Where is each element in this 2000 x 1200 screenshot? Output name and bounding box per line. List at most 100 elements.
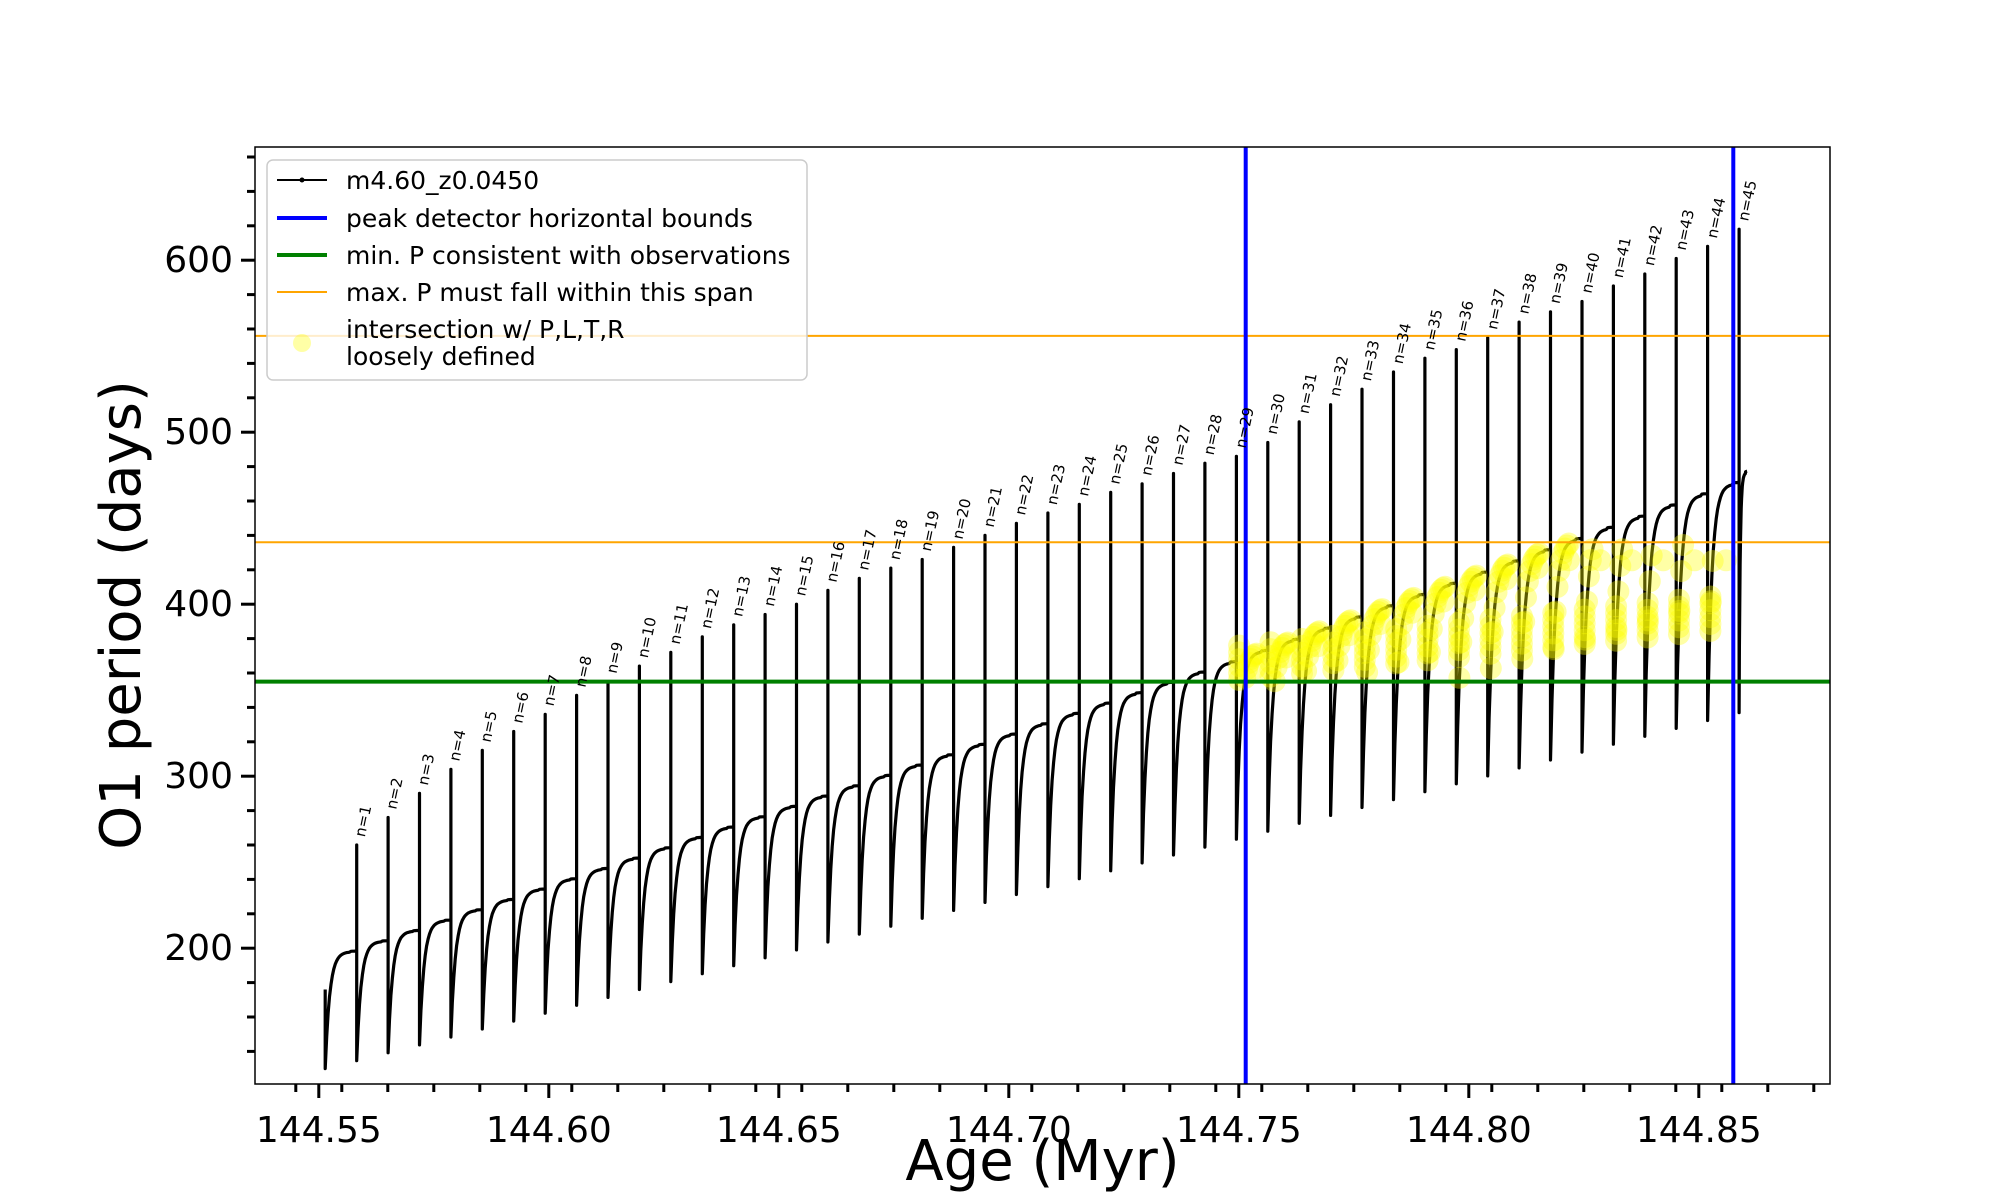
intersection-point [1510, 639, 1533, 662]
intersection-point [1555, 534, 1578, 557]
pulse-label: n=16 [823, 540, 849, 584]
intersection-point [1510, 605, 1533, 628]
intersection-point [1577, 565, 1600, 588]
pulse-label: n=43 [1672, 208, 1698, 252]
intersection-point [1573, 626, 1596, 649]
legend-entry-max-p: max. P must fall within this span [277, 278, 754, 307]
intersection-point [1548, 559, 1571, 582]
intersection-point [1322, 624, 1345, 647]
intersection-point [1668, 595, 1690, 618]
intersection-point [1416, 621, 1439, 644]
intersection-point [1363, 608, 1386, 630]
intersection-point [1361, 614, 1384, 637]
intersection-point [1636, 598, 1659, 621]
intersection-point [1259, 658, 1282, 681]
intersection-point [1605, 629, 1628, 652]
intersection-point [1385, 625, 1408, 647]
legend-entry-intersection: intersection w/ P,L,T,R loosely defined [293, 315, 625, 371]
intersection-point [1463, 579, 1486, 602]
intersection-point [1337, 610, 1360, 633]
intersection-point [1322, 638, 1345, 661]
x-tick-label: 144.80 [1406, 1110, 1532, 1151]
intersection-point [1544, 600, 1567, 623]
intersection-point [1243, 643, 1266, 666]
pulse-label: n=12 [697, 586, 723, 630]
intersection-point [1557, 532, 1580, 555]
intersection-point [1605, 615, 1628, 638]
intersection-point [1336, 612, 1358, 635]
legend-label: min. P consistent with observations [346, 241, 791, 270]
intersection-point [1369, 599, 1392, 622]
legend-entry-vlines: peak detector horizontal bounds [277, 204, 753, 233]
intersection-point [1552, 542, 1575, 565]
intersection-point [1652, 549, 1675, 572]
intersection-point [1259, 638, 1282, 661]
intersection-point [1416, 649, 1439, 672]
intersection-point [1611, 538, 1634, 561]
intersection-point [1416, 628, 1439, 651]
intersection-point [1369, 613, 1392, 635]
intersection-point [1699, 585, 1722, 608]
intersection-point [1430, 578, 1453, 601]
intersection-point [1297, 645, 1319, 668]
intersection-point [1605, 609, 1628, 631]
intersection-point [1426, 586, 1449, 608]
intersection-point [1385, 618, 1408, 641]
intersection-point [1465, 564, 1488, 587]
intersection-point [1493, 556, 1515, 579]
intersection-point [1699, 606, 1722, 629]
intersection-point [1481, 620, 1504, 643]
intersection-point [1367, 601, 1390, 623]
intersection-point [1479, 635, 1502, 658]
intersection-point [1605, 619, 1628, 641]
pulse-label: n=5 [477, 709, 501, 744]
x-tick-label: 144.55 [256, 1110, 382, 1151]
legend-label: peak detector horizontal bounds [346, 204, 753, 233]
intersection-point [1371, 598, 1394, 621]
x-tick-label: 144.75 [1176, 1110, 1302, 1151]
intersection-point [1636, 592, 1659, 614]
intersection-point [1339, 609, 1362, 632]
intersection-point [1605, 622, 1628, 645]
intersection-point [1448, 646, 1470, 668]
intersection-point [1400, 601, 1423, 624]
intersection-markers [1228, 532, 1737, 693]
intersection-point [1636, 605, 1659, 628]
pulse-label: n=23 [1043, 462, 1069, 506]
intersection-point [1479, 642, 1502, 665]
intersection-point [1353, 635, 1376, 658]
pulse-label: n=22 [1011, 473, 1037, 517]
intersection-point [1550, 549, 1573, 572]
intersection-point [1269, 640, 1292, 663]
intersection-point [1463, 565, 1486, 588]
intersection-point [1699, 619, 1722, 642]
pulse-label: n=25 [1105, 442, 1131, 486]
pulse-label: n=40 [1578, 251, 1604, 295]
pulse-label: n=38 [1514, 272, 1540, 316]
pulse-label: n=24 [1074, 454, 1100, 498]
intersection-point [1402, 586, 1425, 609]
legend-entry-min-p: min. P consistent with observations [277, 241, 791, 270]
intersection-point [1398, 590, 1421, 612]
intersection-point [1334, 614, 1357, 637]
intersection-point [1275, 632, 1297, 655]
pulse-label: n=37 [1483, 287, 1509, 331]
pulse-label: n=28 [1200, 413, 1226, 457]
pulse-label: n=32 [1326, 354, 1352, 398]
intersection-point [1326, 649, 1349, 672]
pulse-label: n=44 [1703, 196, 1729, 240]
intersection-point [1389, 628, 1412, 651]
intersection-point [1396, 592, 1419, 615]
intersection-point [1668, 588, 1690, 611]
intersection-point [1237, 651, 1260, 674]
intersection-point [1332, 619, 1355, 641]
intersection-point [1579, 549, 1602, 571]
intersection-point [1448, 611, 1470, 634]
intersection-point [1448, 625, 1470, 648]
intersection-point [1699, 599, 1722, 622]
intersection-point [1276, 631, 1299, 654]
intersection-point [1243, 657, 1266, 680]
intersection-point [1400, 588, 1423, 611]
y-tick-label: 200 [164, 928, 233, 969]
